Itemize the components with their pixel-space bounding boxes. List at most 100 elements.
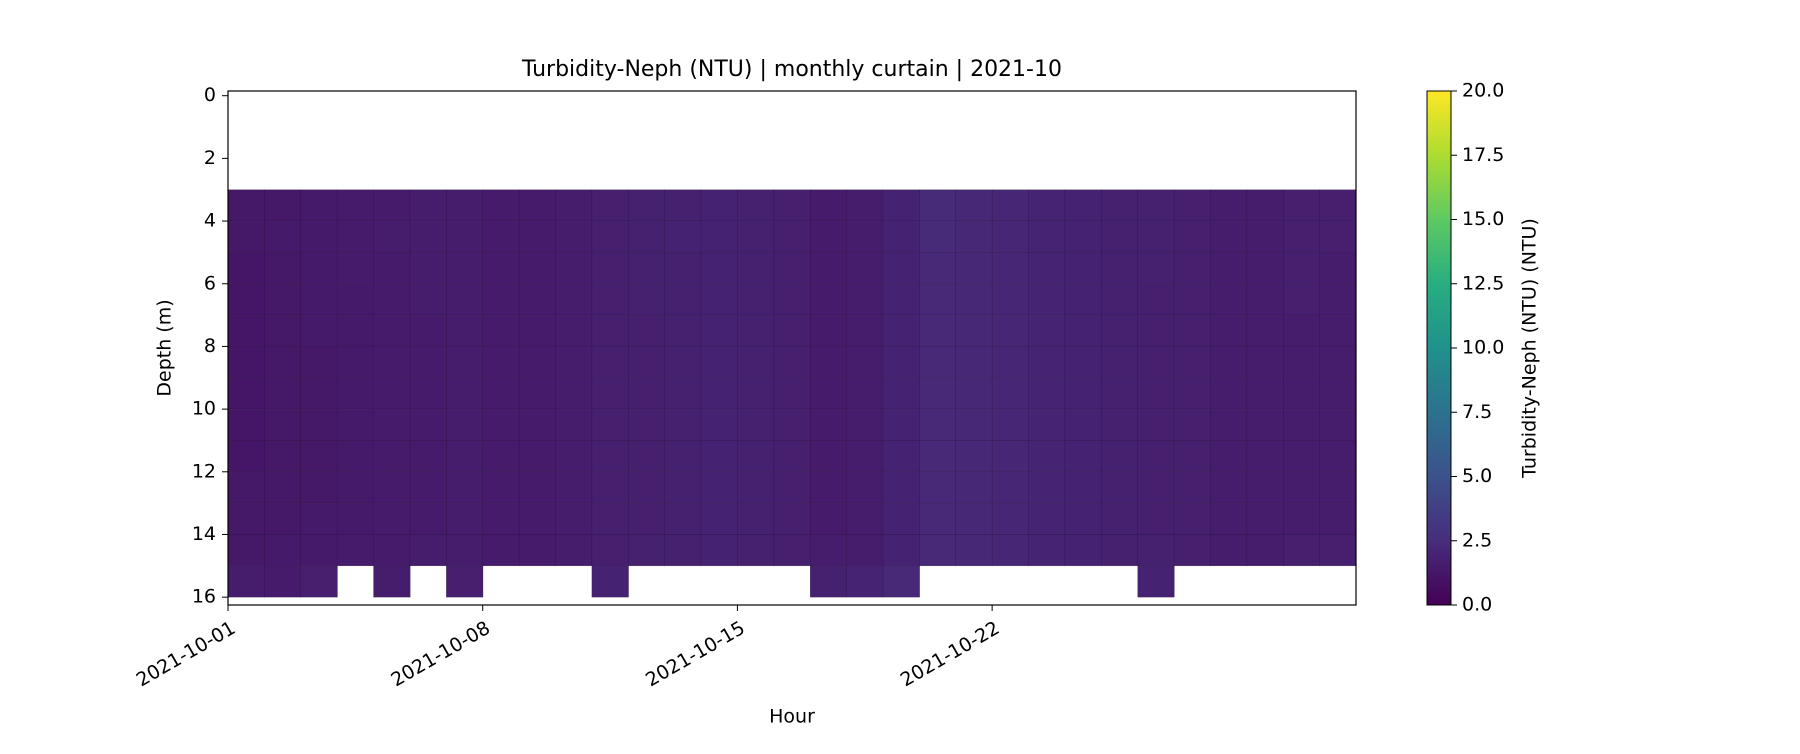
heat-cell [846, 471, 884, 504]
heat-cell [518, 377, 556, 410]
heat-cell [482, 377, 520, 410]
heat-cell [1210, 534, 1248, 567]
heat-cell [1319, 346, 1357, 378]
heat-cell [227, 534, 265, 567]
heat-cell [336, 534, 375, 567]
heat-cell [955, 314, 993, 347]
heat-cell [1283, 377, 1321, 410]
heat-cell [882, 283, 920, 316]
heat-cell [1246, 502, 1284, 535]
heat-cell [628, 283, 666, 316]
heat-cell [446, 346, 484, 378]
x-tick-label: 2021-10-01 [133, 617, 240, 691]
colorbar-tick-label: 15.0 [1462, 208, 1504, 230]
heat-cell [1319, 314, 1357, 347]
heat-cell [409, 377, 447, 410]
heat-cell [737, 189, 775, 222]
heat-cell [300, 502, 338, 535]
heat-cell [1319, 534, 1357, 567]
heat-cell [1283, 283, 1321, 316]
y-tick-label: 0 [204, 84, 216, 106]
heat-cell [446, 408, 484, 441]
heat-cell [700, 534, 738, 567]
heat-cell [1173, 346, 1211, 378]
heat-cell [991, 534, 1030, 567]
heat-cell [1064, 314, 1102, 347]
heat-cell [518, 471, 556, 504]
heat-cell [264, 377, 302, 410]
heat-cell [1173, 377, 1211, 410]
heat-cell [1283, 502, 1321, 535]
heat-cell [227, 471, 265, 504]
y-tick-label: 4 [204, 210, 216, 232]
heat-cell [773, 346, 811, 378]
heat-cell [1064, 283, 1102, 316]
heat-cell [1210, 314, 1248, 347]
heat-cell [555, 314, 593, 347]
heat-cell [373, 220, 411, 253]
heat-cell [846, 220, 884, 253]
heat-cell [1137, 189, 1175, 222]
heat-cell [1210, 283, 1248, 316]
heat-cell [919, 502, 957, 535]
x-tick-label: 2021-10-08 [387, 617, 494, 691]
heat-cell [1283, 220, 1321, 253]
heat-cell [882, 220, 920, 253]
heat-cell [227, 440, 265, 472]
heat-cell [846, 440, 884, 472]
heat-cell [555, 534, 593, 567]
heat-cell [555, 471, 593, 504]
heat-cell [482, 502, 520, 535]
heat-cell [809, 346, 848, 378]
heat-cell [700, 314, 738, 347]
heat-cell [446, 534, 484, 567]
heat-cell [991, 440, 1030, 472]
x-tick-label: 2021-10-22 [897, 617, 1004, 691]
heat-cell [591, 220, 629, 253]
heat-cell [1173, 189, 1211, 222]
heat-cell [1101, 377, 1139, 410]
heat-cell [1319, 283, 1357, 316]
heat-cell [955, 408, 993, 441]
heat-cell [373, 565, 411, 598]
heat-cell [373, 440, 411, 472]
heat-cell [336, 346, 375, 378]
heat-cell [628, 534, 666, 567]
heat-cell [1173, 220, 1211, 253]
heat-cell [227, 220, 265, 253]
heat-cell [882, 471, 920, 504]
heat-cell [1210, 440, 1248, 472]
chart-title: Turbidity-Neph (NTU) | monthly curtain |… [521, 57, 1062, 82]
heat-cell [373, 189, 411, 222]
heat-cell [1064, 377, 1102, 410]
heat-cell [409, 283, 447, 316]
heat-cell [773, 377, 811, 410]
heat-cell [591, 440, 629, 472]
heat-cell [1283, 471, 1321, 504]
heat-cell [409, 471, 447, 504]
heat-cell [373, 502, 411, 535]
heat-cell [264, 534, 302, 567]
heat-cell [809, 377, 848, 410]
heat-cell [809, 189, 848, 222]
heat-cell [300, 471, 338, 504]
heat-cell [373, 377, 411, 410]
heat-cell [336, 440, 375, 472]
heat-cell [300, 534, 338, 567]
heat-cell [700, 502, 738, 535]
heat-cell [991, 189, 1030, 222]
heat-cell [1173, 283, 1211, 316]
heat-cell [300, 565, 338, 598]
heat-cell [518, 408, 556, 441]
heat-cell [1210, 346, 1248, 378]
heat-cell [1319, 189, 1357, 222]
heat-cell [300, 377, 338, 410]
heat-cell [264, 314, 302, 347]
colorbar-tick-label: 5.0 [1462, 465, 1492, 487]
heat-cell [628, 440, 666, 472]
heat-cell [1137, 565, 1175, 598]
heat-cell [1064, 534, 1102, 567]
heat-cell [700, 408, 738, 441]
heat-cell [227, 189, 265, 222]
heat-cell [919, 220, 957, 253]
